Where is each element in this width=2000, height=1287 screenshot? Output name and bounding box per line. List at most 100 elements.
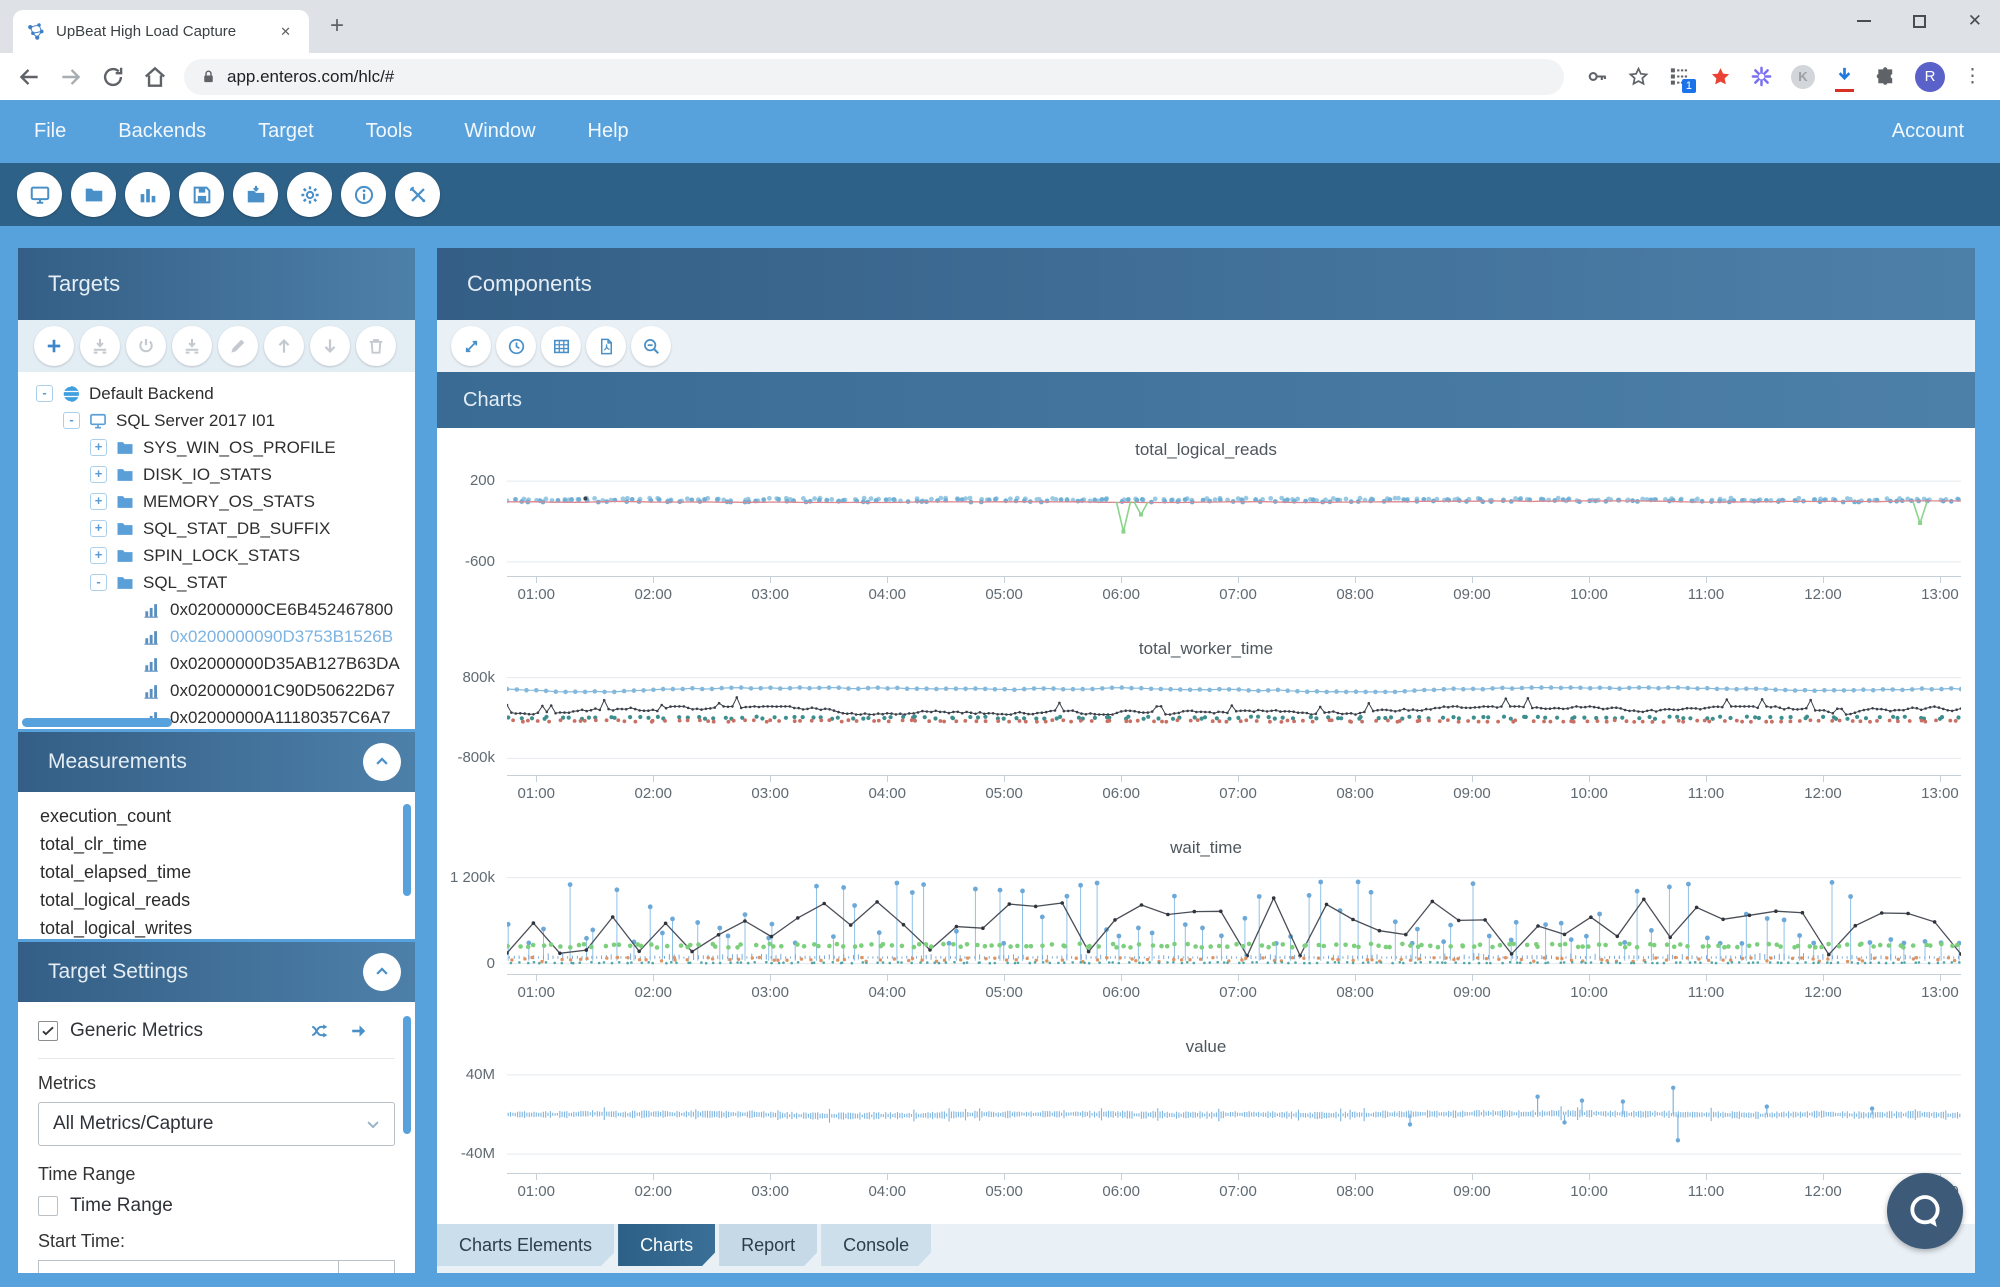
tree-item-0x02000000d35ab127b63da[interactable]: 0x02000000D35AB127B63DA (18, 650, 415, 677)
zoom-out-button[interactable] (631, 326, 671, 366)
expand-toggle-icon[interactable]: + (90, 547, 107, 564)
download-tray-button[interactable] (172, 326, 212, 366)
trash-button[interactable] (356, 326, 396, 366)
measurements-scrollbar[interactable] (403, 804, 411, 896)
browser-tab[interactable]: UpBeat High Load Capture ✕ (13, 10, 309, 53)
tree-item-sys-win-os-profile[interactable]: + SYS_WIN_OS_PROFILE (18, 434, 415, 461)
menu-help[interactable]: Help (587, 120, 629, 142)
tab-charts-elements[interactable]: Charts Elements (437, 1224, 614, 1266)
collapse-toggle-icon[interactable]: - (90, 574, 107, 591)
tree-item-memory-os-stats[interactable]: + MEMORY_OS_STATS (18, 488, 415, 515)
arrow-down-button[interactable] (310, 326, 350, 366)
browser-menu-icon[interactable]: ⋮ (1963, 66, 1982, 87)
collapse-toggle-icon[interactable]: - (36, 385, 53, 402)
pencil-button[interactable] (218, 326, 258, 366)
tree-item-default-backend[interactable]: - Default Backend (18, 380, 415, 407)
tree-item-disk-io-stats[interactable]: + DISK_IO_STATS (18, 461, 415, 488)
tree-item-0x02000000ce6b452467800[interactable]: 0x02000000CE6B452467800 (18, 596, 415, 623)
metrics-select[interactable]: All Metrics/Capture (38, 1102, 395, 1146)
purple-burst-extension-icon[interactable] (1750, 65, 1773, 88)
settings-scrollbar[interactable] (403, 1016, 411, 1134)
measurement-item-total_logical_reads[interactable]: total_logical_reads (40, 890, 191, 910)
menu-file[interactable]: File (34, 120, 67, 142)
tab-report[interactable]: Report (719, 1224, 817, 1266)
expand-button[interactable] (451, 326, 491, 366)
tab-close-icon[interactable]: ✕ (280, 23, 291, 39)
measurement-item-total_clr_time[interactable]: total_clr_time (40, 834, 148, 854)
password-key-icon[interactable] (1586, 65, 1609, 88)
tree-item-spin-lock-stats[interactable]: + SPIN_LOCK_STATS (18, 542, 415, 569)
tools-button[interactable] (395, 172, 440, 217)
shuffle-icon[interactable] (309, 1020, 331, 1042)
arrow-up-button[interactable] (264, 326, 304, 366)
maximize-button[interactable] (1912, 14, 1926, 28)
folder-icon (115, 519, 135, 539)
expand-toggle-icon[interactable]: + (90, 520, 107, 537)
metrics-select-value: All Metrics/Capture (53, 1113, 214, 1134)
chart-plot[interactable] (504, 466, 1962, 572)
plus-button[interactable] (34, 326, 74, 366)
red-star-extension-icon[interactable] (1709, 65, 1732, 88)
tab-charts[interactable]: Charts (618, 1224, 715, 1266)
home-icon[interactable] (142, 64, 168, 90)
target-settings-collapse-button[interactable] (363, 953, 401, 991)
import-button[interactable] (233, 172, 278, 217)
chart-plot[interactable] (505, 864, 1963, 970)
start-time-input[interactable] (38, 1260, 395, 1273)
generic-metrics-checkbox[interactable] (38, 1021, 58, 1041)
measurement-item-total_elapsed_time[interactable]: total_elapsed_time (40, 862, 192, 882)
back-icon[interactable] (16, 64, 42, 90)
clock-button[interactable] (496, 326, 536, 366)
tab-console[interactable]: Console (821, 1224, 931, 1266)
expand-toggle-icon[interactable]: + (90, 466, 107, 483)
download-tray-button[interactable] (80, 326, 120, 366)
extension-tree-icon[interactable]: 1 (1668, 65, 1696, 93)
extensions-puzzle-icon[interactable] (1874, 65, 1897, 88)
tree-horizontal-scrollbar[interactable] (22, 718, 172, 727)
measurements-collapse-button[interactable] (363, 743, 401, 781)
close-button[interactable]: ✕ (1967, 11, 1982, 30)
gear-icon (299, 184, 321, 206)
menu-target[interactable]: Target (258, 120, 314, 142)
collapse-toggle-icon[interactable]: - (63, 412, 80, 429)
bookmark-star-icon[interactable] (1627, 65, 1650, 88)
url-bar[interactable]: app.enteros.com/hlc/# (184, 58, 1564, 95)
power-button[interactable] (126, 326, 166, 366)
tree-item-sql-stat[interactable]: - SQL_STAT (18, 569, 415, 596)
gear-button[interactable] (287, 172, 332, 217)
start-time-picker-button[interactable] (338, 1261, 394, 1273)
table-button[interactable] (541, 326, 581, 366)
tree-item-0x020000001c90d50622d67[interactable]: 0x020000001C90D50622D67 (18, 677, 415, 704)
measurement-item-execution_count[interactable]: execution_count (40, 806, 172, 826)
bar-chart-button[interactable] (125, 172, 170, 217)
new-tab-button[interactable]: + (330, 12, 345, 39)
time-range-checkbox[interactable] (38, 1196, 58, 1216)
go-arrow-icon[interactable] (349, 1020, 371, 1042)
forward-icon[interactable] (58, 64, 84, 90)
expand-toggle-icon[interactable]: + (90, 493, 107, 510)
measurement-item-total_logical_writes[interactable]: total_logical_writes (40, 918, 193, 938)
menu-tools[interactable]: Tools (365, 120, 413, 142)
save-button[interactable] (179, 172, 224, 217)
menu-account[interactable]: Account (1891, 120, 1964, 142)
bar-chart-icon (137, 184, 159, 206)
menu-backends[interactable]: Backends (118, 120, 207, 142)
tree-item-sql-stat-db-suffix[interactable]: + SQL_STAT_DB_SUFFIX (18, 515, 415, 542)
info-button[interactable] (341, 172, 386, 217)
k-extension-icon[interactable]: K (1791, 64, 1815, 89)
chart-plot[interactable] (507, 1063, 1961, 1169)
profile-avatar[interactable]: R (1915, 61, 1945, 92)
tree-item-sql-server-2017-i01[interactable]: - SQL Server 2017 I01 (18, 407, 415, 434)
chat-support-button[interactable] (1887, 1173, 1963, 1249)
expand-toggle-icon[interactable]: + (90, 439, 107, 456)
menu-window[interactable]: Window (464, 120, 536, 142)
tree-item-0x0200000090d3753b1526b[interactable]: 0x0200000090D3753B1526B (18, 623, 415, 650)
pdf-button[interactable] (586, 326, 626, 366)
download-extension-icon[interactable] (1833, 65, 1856, 92)
minimize-button[interactable] (1856, 20, 1871, 22)
chart-plot[interactable] (504, 665, 1964, 771)
folder-button[interactable] (71, 172, 116, 217)
refresh-icon[interactable] (100, 64, 126, 90)
monitor-button[interactable] (17, 172, 62, 217)
tree-item-label: MEMORY_OS_STATS (143, 491, 315, 511)
